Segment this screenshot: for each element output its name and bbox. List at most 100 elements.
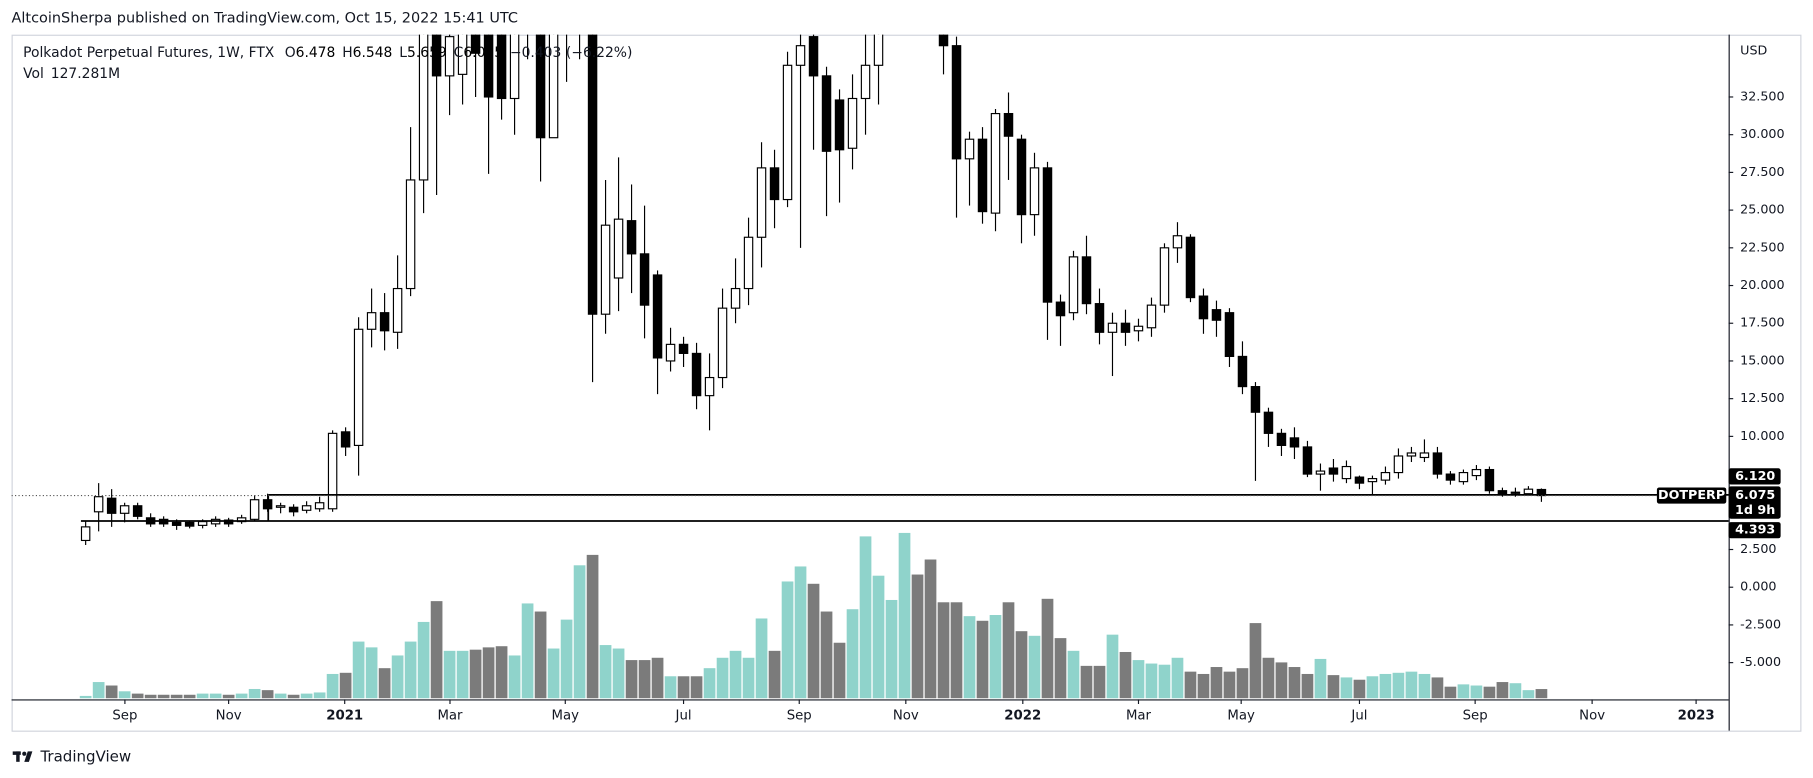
volume-bar bbox=[196, 693, 209, 699]
candle-body bbox=[717, 307, 728, 379]
y-tick-label: 20.000 bbox=[1740, 277, 1784, 292]
volume-bar bbox=[1002, 602, 1015, 699]
level-badge-label: 4.393 bbox=[1735, 522, 1775, 537]
candle-body bbox=[379, 312, 390, 332]
x-tick-label: 2022 bbox=[1004, 709, 1041, 724]
volume-bar bbox=[1223, 671, 1236, 699]
candle-body bbox=[1523, 488, 1534, 495]
plot-area bbox=[11, 34, 1729, 699]
candle-body bbox=[1471, 468, 1482, 477]
volume-bar bbox=[274, 693, 287, 699]
candle-body bbox=[587, 34, 598, 315]
volume-legend: Vol 127.281M bbox=[23, 66, 120, 82]
candle-body bbox=[1003, 112, 1014, 137]
candle-body bbox=[600, 224, 611, 315]
logo-mark bbox=[16, 751, 20, 762]
candle-body bbox=[1185, 236, 1196, 299]
y-unit: USD bbox=[1740, 42, 1767, 57]
y-tick-label: 17.500 bbox=[1740, 315, 1784, 330]
candle-body bbox=[80, 526, 91, 542]
candle-body bbox=[132, 505, 143, 517]
volume-bar bbox=[885, 599, 898, 699]
y-tick-label: 27.500 bbox=[1740, 164, 1784, 179]
candle-body bbox=[652, 274, 663, 359]
volume-bar bbox=[222, 694, 235, 699]
legend-ohlc-letter: C bbox=[454, 45, 464, 61]
y-tick-label: 32.500 bbox=[1740, 88, 1784, 103]
price-badge-box bbox=[1728, 486, 1781, 519]
volume-bar bbox=[755, 618, 768, 699]
volume-bar bbox=[1197, 673, 1210, 699]
volume-bar bbox=[131, 693, 144, 699]
volume-bar bbox=[1418, 673, 1431, 699]
candle-body bbox=[808, 36, 819, 77]
volume-bar bbox=[1405, 671, 1418, 699]
x-tick-label: Mar bbox=[1126, 709, 1152, 724]
volume-bar bbox=[1431, 677, 1444, 699]
volume-bar bbox=[1210, 667, 1223, 699]
candle-body bbox=[1133, 325, 1144, 332]
volume-bar bbox=[1444, 686, 1457, 699]
volume-bar bbox=[248, 688, 261, 699]
candle-body bbox=[1016, 138, 1027, 216]
volume-bar bbox=[1015, 631, 1028, 699]
candle-body bbox=[249, 499, 260, 520]
legend-change: −0.403 bbox=[510, 45, 561, 61]
volume-bar bbox=[833, 642, 846, 699]
candle-body bbox=[353, 328, 364, 447]
candle-body bbox=[613, 218, 624, 279]
candle-body bbox=[977, 138, 988, 213]
candle-body bbox=[769, 167, 780, 201]
candle-body bbox=[1510, 491, 1521, 494]
volume-bar bbox=[1314, 658, 1327, 699]
candle-body bbox=[1367, 478, 1378, 483]
volume-bar bbox=[937, 602, 950, 699]
candle-body bbox=[1445, 473, 1456, 481]
candle-body bbox=[1289, 437, 1300, 448]
candle-body bbox=[1055, 301, 1066, 317]
volume-bar bbox=[534, 611, 547, 699]
legend-line: Polkadot Perpetual Futures, 1W, FTX O6.47… bbox=[23, 45, 632, 61]
volume-bar bbox=[612, 648, 625, 699]
level-badge-box bbox=[1728, 522, 1781, 539]
volume-name: Vol bbox=[23, 66, 44, 82]
volume-bar bbox=[729, 650, 742, 699]
legend-ohlc-value: 5.659 bbox=[407, 45, 447, 61]
symbol-badge-box bbox=[1656, 487, 1727, 504]
volume-bar bbox=[209, 693, 222, 699]
volume-bar bbox=[820, 611, 833, 699]
candle-body bbox=[964, 138, 975, 160]
volume-bar bbox=[1054, 638, 1067, 699]
volume-bar bbox=[1353, 679, 1366, 699]
candle-body bbox=[938, 34, 949, 47]
volume-bar bbox=[1171, 657, 1184, 699]
candle-body bbox=[106, 497, 117, 514]
candle-body bbox=[834, 99, 845, 151]
volume-bar bbox=[716, 657, 729, 699]
chart-frame bbox=[11, 34, 1802, 732]
volume-bar bbox=[443, 650, 456, 699]
volume-bar bbox=[1496, 682, 1509, 699]
volume-bar bbox=[560, 619, 573, 699]
volume-bar bbox=[1132, 660, 1145, 699]
volume-bar bbox=[1522, 690, 1535, 699]
volume-bar bbox=[261, 690, 274, 699]
volume-bar bbox=[586, 554, 599, 699]
candle-body bbox=[1354, 476, 1365, 484]
candle-body bbox=[340, 431, 351, 448]
volume-bar bbox=[469, 649, 482, 699]
x-tick-label: Nov bbox=[893, 709, 919, 724]
volume-bar bbox=[768, 650, 781, 699]
candle-body bbox=[847, 97, 858, 149]
candle-body bbox=[275, 505, 286, 508]
candle-body bbox=[1159, 247, 1170, 306]
candle-body bbox=[1276, 432, 1287, 447]
volume-bar bbox=[1275, 662, 1288, 699]
x-tick-label: Jul bbox=[1350, 709, 1367, 724]
x-tick-label: May bbox=[552, 709, 580, 724]
legend-ohlc-value: 6.075 bbox=[463, 45, 503, 61]
candle-body bbox=[171, 521, 182, 526]
volume-bar bbox=[287, 694, 300, 699]
legend-ohlc-value: 6.548 bbox=[353, 45, 393, 61]
legend-ohlc-letter: H bbox=[342, 45, 352, 61]
